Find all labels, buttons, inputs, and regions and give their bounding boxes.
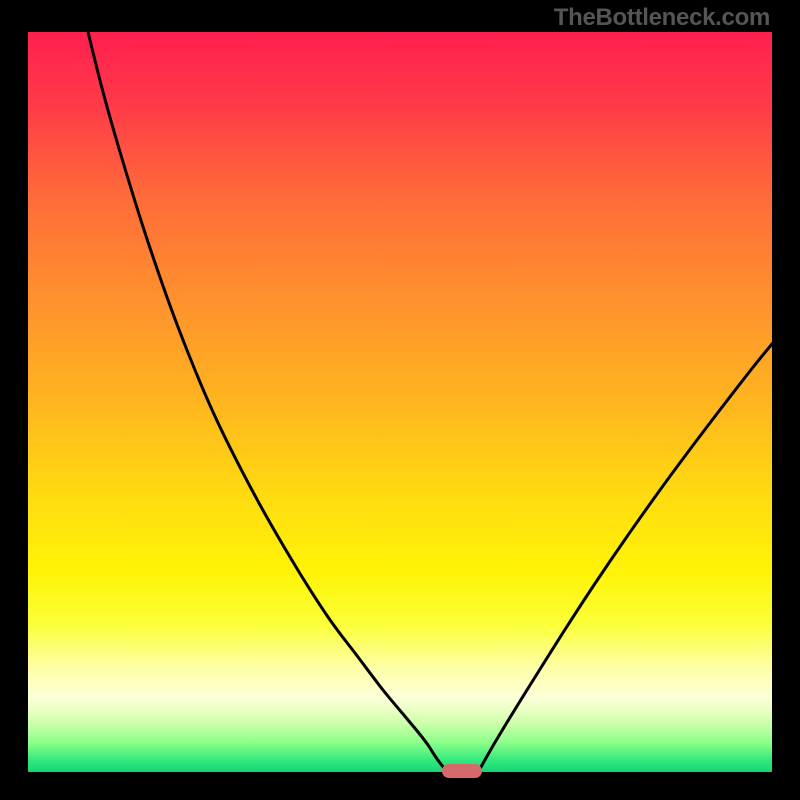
bottleneck-curve	[28, 32, 772, 772]
bottleneck-curve-path	[88, 32, 773, 772]
attribution-text: TheBottleneck.com	[554, 4, 770, 32]
bottleneck-marker	[442, 764, 482, 778]
